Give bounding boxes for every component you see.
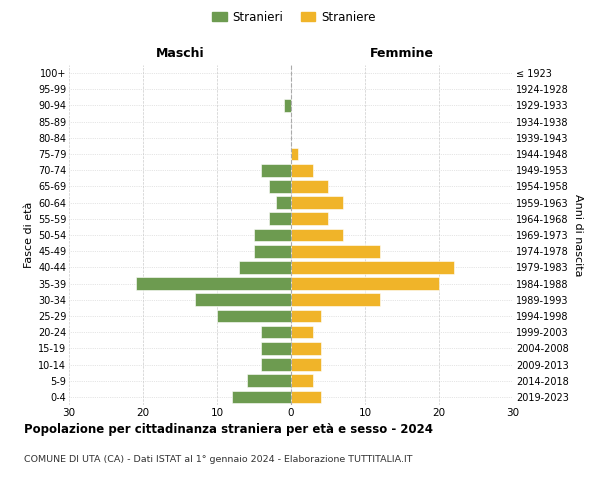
Bar bbox=[291, 148, 298, 160]
Bar bbox=[284, 99, 291, 112]
Bar bbox=[276, 196, 291, 209]
Y-axis label: Anni di nascita: Anni di nascita bbox=[572, 194, 583, 276]
Bar bbox=[291, 342, 320, 354]
Bar bbox=[239, 261, 291, 274]
Bar bbox=[291, 212, 328, 225]
Bar bbox=[291, 196, 343, 209]
Bar bbox=[262, 342, 291, 354]
Bar bbox=[232, 390, 291, 403]
Text: Maschi: Maschi bbox=[155, 47, 205, 60]
Bar bbox=[269, 212, 291, 225]
Bar bbox=[291, 390, 320, 403]
Bar bbox=[136, 278, 291, 290]
Bar bbox=[254, 228, 291, 241]
Bar bbox=[262, 326, 291, 338]
Bar bbox=[195, 294, 291, 306]
Legend: Stranieri, Straniere: Stranieri, Straniere bbox=[208, 6, 380, 28]
Bar bbox=[291, 326, 313, 338]
Bar bbox=[291, 261, 454, 274]
Bar bbox=[247, 374, 291, 387]
Text: Popolazione per cittadinanza straniera per età e sesso - 2024: Popolazione per cittadinanza straniera p… bbox=[24, 422, 433, 436]
Bar bbox=[254, 245, 291, 258]
Bar bbox=[291, 228, 343, 241]
Bar bbox=[291, 310, 320, 322]
Bar bbox=[262, 164, 291, 176]
Bar bbox=[291, 164, 313, 176]
Bar bbox=[269, 180, 291, 192]
Bar bbox=[291, 374, 313, 387]
Bar bbox=[262, 358, 291, 371]
Bar bbox=[291, 278, 439, 290]
Bar bbox=[291, 294, 380, 306]
Bar bbox=[291, 245, 380, 258]
Y-axis label: Fasce di età: Fasce di età bbox=[23, 202, 34, 268]
Text: Femmine: Femmine bbox=[370, 47, 434, 60]
Bar bbox=[291, 358, 320, 371]
Text: COMUNE DI UTA (CA) - Dati ISTAT al 1° gennaio 2024 - Elaborazione TUTTITALIA.IT: COMUNE DI UTA (CA) - Dati ISTAT al 1° ge… bbox=[24, 455, 413, 464]
Bar bbox=[217, 310, 291, 322]
Bar bbox=[291, 180, 328, 192]
